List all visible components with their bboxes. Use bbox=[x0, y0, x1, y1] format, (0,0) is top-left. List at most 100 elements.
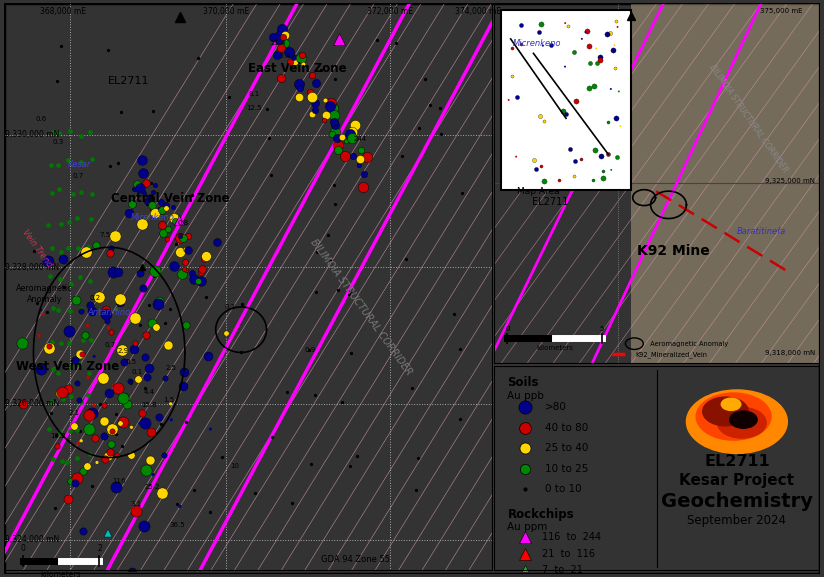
Point bbox=[135, 219, 148, 228]
Point bbox=[275, 25, 288, 34]
Point bbox=[56, 394, 69, 403]
Point bbox=[177, 381, 190, 391]
Point bbox=[589, 44, 602, 53]
Point bbox=[164, 399, 177, 409]
Point bbox=[201, 351, 214, 361]
Point bbox=[200, 293, 213, 302]
Point bbox=[176, 234, 190, 243]
Point bbox=[611, 152, 624, 162]
Text: 0.9: 0.9 bbox=[305, 347, 316, 353]
Point bbox=[152, 299, 165, 308]
Point bbox=[75, 436, 88, 445]
Point bbox=[72, 243, 85, 252]
Text: 33.4: 33.4 bbox=[275, 53, 291, 59]
Point bbox=[142, 300, 155, 309]
Point bbox=[171, 500, 184, 509]
Point bbox=[16, 400, 30, 409]
Point bbox=[180, 320, 193, 329]
Text: 9,326,000 mN: 9,326,000 mN bbox=[5, 399, 59, 408]
Text: 25 to 40: 25 to 40 bbox=[545, 443, 588, 454]
Point bbox=[603, 28, 616, 38]
Point bbox=[54, 220, 68, 229]
Point bbox=[169, 217, 182, 226]
Point bbox=[105, 426, 119, 435]
Point bbox=[100, 376, 113, 385]
Point bbox=[74, 398, 87, 407]
Point bbox=[54, 275, 67, 284]
Point bbox=[331, 146, 344, 155]
Point bbox=[76, 335, 89, 344]
Point bbox=[327, 111, 340, 120]
Text: Antarinino: Antarinino bbox=[87, 308, 131, 317]
Point bbox=[609, 16, 622, 25]
Point bbox=[410, 485, 423, 494]
Point bbox=[115, 442, 129, 451]
Point bbox=[63, 306, 77, 316]
Point bbox=[569, 156, 582, 166]
Text: 1.5: 1.5 bbox=[163, 396, 174, 403]
Text: BILIMOIA STRUCTURAL CORRIDER: BILIMOIA STRUCTURAL CORRIDER bbox=[308, 237, 414, 377]
Point bbox=[83, 128, 96, 137]
Point bbox=[331, 286, 344, 295]
Point bbox=[106, 267, 119, 276]
Point bbox=[306, 109, 319, 118]
Text: Geochemistry: Geochemistry bbox=[661, 492, 813, 511]
Point bbox=[559, 18, 572, 28]
Point bbox=[86, 426, 99, 435]
Point bbox=[194, 276, 208, 286]
Point bbox=[140, 197, 153, 206]
Point bbox=[110, 451, 124, 460]
Text: Au ppb: Au ppb bbox=[508, 391, 545, 401]
Text: 0.1: 0.1 bbox=[131, 369, 143, 375]
Point bbox=[608, 40, 621, 50]
Text: 7  to  21: 7 to 21 bbox=[541, 565, 583, 575]
Point bbox=[335, 398, 349, 407]
Point bbox=[534, 112, 547, 121]
Point bbox=[99, 309, 112, 319]
Point bbox=[81, 321, 94, 330]
Point bbox=[173, 234, 186, 243]
Point bbox=[84, 335, 97, 344]
Point bbox=[343, 130, 356, 139]
Point bbox=[82, 242, 95, 252]
Point bbox=[62, 494, 75, 504]
Text: Rockchips: Rockchips bbox=[508, 508, 574, 520]
Text: 116  to  244: 116 to 244 bbox=[541, 532, 601, 542]
Point bbox=[117, 358, 130, 367]
Point bbox=[113, 298, 126, 307]
Point bbox=[305, 459, 318, 469]
Point bbox=[62, 218, 75, 227]
Point bbox=[117, 393, 130, 402]
Text: 15.8: 15.8 bbox=[141, 402, 157, 409]
Point bbox=[454, 414, 467, 424]
Point bbox=[82, 425, 96, 434]
Point bbox=[44, 409, 58, 418]
Point bbox=[293, 84, 307, 93]
Point bbox=[46, 364, 59, 373]
Point bbox=[283, 47, 296, 57]
Point bbox=[389, 39, 402, 48]
Point bbox=[140, 373, 153, 382]
Point bbox=[79, 248, 92, 257]
Point bbox=[50, 441, 63, 450]
Point bbox=[273, 36, 286, 45]
Point bbox=[129, 507, 143, 516]
Text: 36.5: 36.5 bbox=[169, 522, 185, 527]
Point bbox=[86, 481, 99, 490]
Point bbox=[89, 241, 102, 250]
Point bbox=[139, 331, 152, 340]
Point bbox=[16, 338, 29, 347]
Point bbox=[111, 383, 124, 392]
Point bbox=[70, 426, 83, 435]
Point bbox=[143, 193, 157, 203]
Text: 9,330,000 mN: 9,330,000 mN bbox=[5, 130, 59, 139]
Text: kilometers: kilometers bbox=[40, 570, 82, 577]
Point bbox=[552, 175, 565, 184]
Text: 0 to 10: 0 to 10 bbox=[545, 484, 582, 494]
Point bbox=[265, 432, 279, 441]
Text: 368,000 mE: 368,000 mE bbox=[40, 7, 86, 16]
Text: 9,325,000 mN: 9,325,000 mN bbox=[765, 178, 815, 185]
Text: Micrenkeno: Micrenkeno bbox=[513, 39, 561, 48]
Point bbox=[611, 23, 624, 32]
Point bbox=[182, 231, 195, 241]
